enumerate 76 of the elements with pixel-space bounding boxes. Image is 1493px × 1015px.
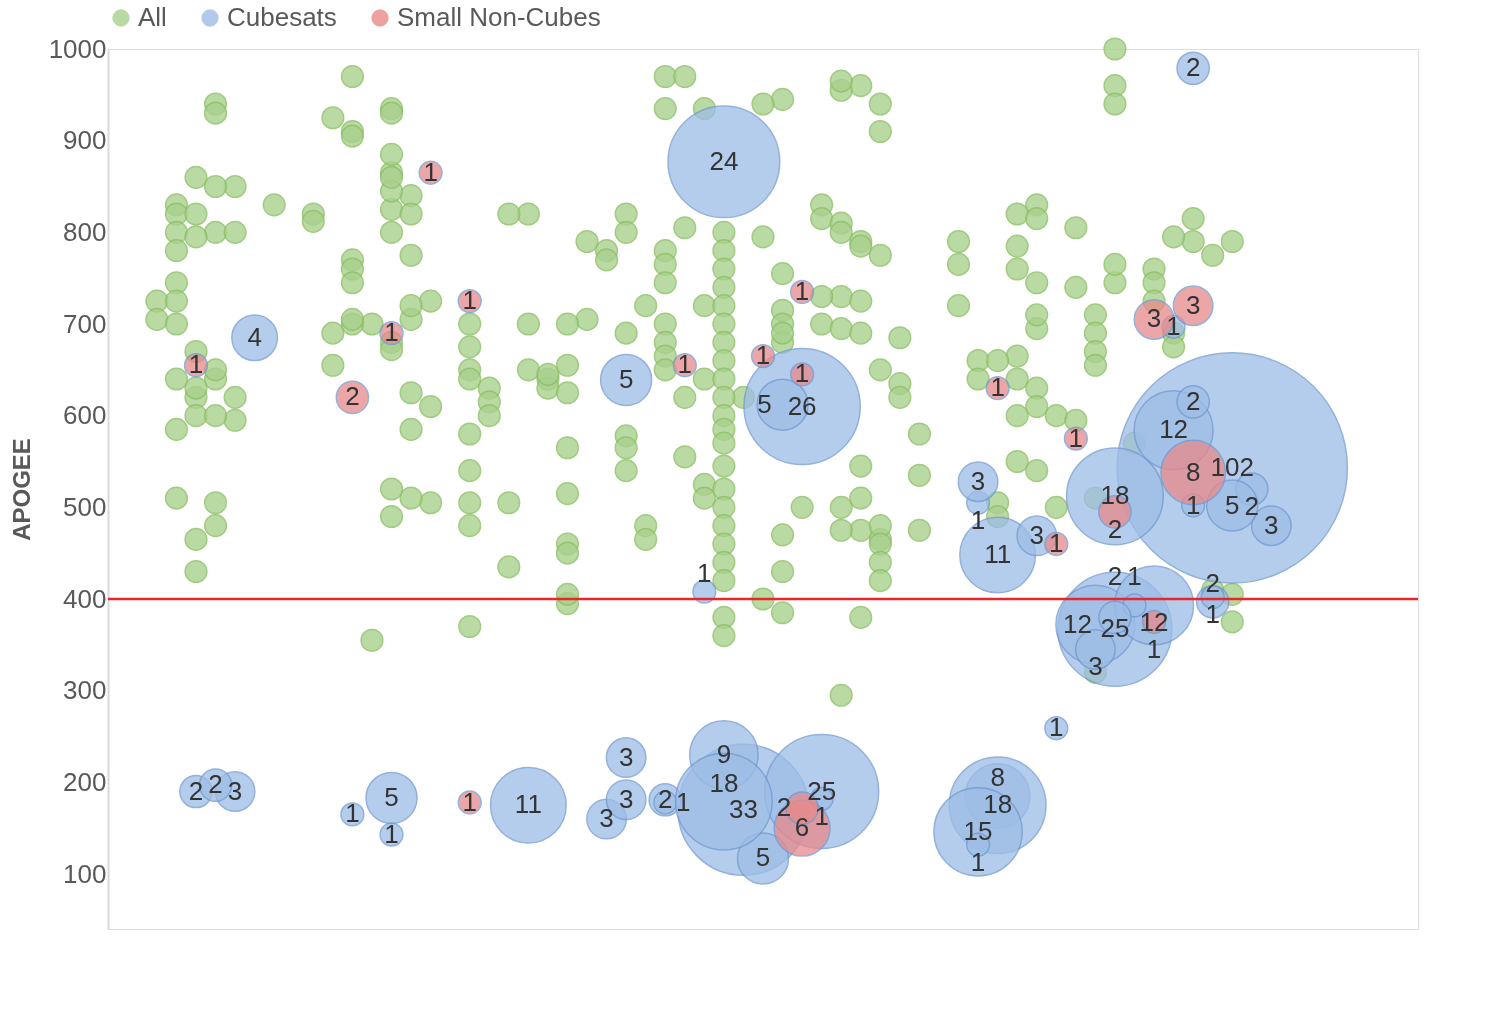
data-label: 3 xyxy=(970,465,986,496)
data-label: 1 xyxy=(794,358,810,389)
data-label: 3 xyxy=(618,741,634,772)
data-label: 8 xyxy=(1185,456,1201,487)
y-tick-label: 1000 xyxy=(48,33,107,64)
data-label: 1 xyxy=(1049,528,1064,558)
data-label: 1 xyxy=(1166,310,1181,341)
y-tick-label: 500 xyxy=(63,491,107,522)
data-label: 2 xyxy=(1244,491,1260,521)
data-label: 1 xyxy=(970,504,986,535)
data-label: 1 xyxy=(677,349,693,380)
y-tick-label: 700 xyxy=(63,308,107,339)
y-tick-label: 200 xyxy=(63,766,107,797)
data-label: 5 xyxy=(1225,489,1240,520)
data-label: 1 xyxy=(676,786,691,817)
data-label: 5 xyxy=(384,781,399,812)
data-label: 1 xyxy=(1185,489,1201,520)
data-label: 5 xyxy=(755,842,771,873)
y-tick-label: 600 xyxy=(63,400,107,431)
data-label: 1 xyxy=(462,285,477,316)
data-label: 1 xyxy=(1205,599,1220,630)
data-label: 6 xyxy=(794,812,810,843)
data-label: 2 xyxy=(1185,52,1201,83)
data-label: 5 xyxy=(757,388,772,419)
data-label: 18 xyxy=(1100,480,1130,511)
data-label: 2 xyxy=(188,775,204,806)
data-label: 3 xyxy=(599,803,614,833)
data-label: 2 xyxy=(776,792,792,822)
data-label: 1 xyxy=(345,798,360,829)
data-label: 3 xyxy=(1264,509,1279,540)
data-label: 26 xyxy=(787,390,817,421)
legend-label: Small Non-Cubes xyxy=(397,2,601,32)
data-label: 1 xyxy=(462,786,477,817)
data-label: 1 xyxy=(970,846,986,877)
data-label: 3 xyxy=(1185,289,1201,320)
data-label: 1 xyxy=(384,317,399,348)
data-label: 2 xyxy=(208,769,223,800)
data-label: 12 xyxy=(1159,414,1189,445)
data-label: 1 xyxy=(697,557,712,588)
data-label: 1 xyxy=(188,349,204,380)
data-label: 1 xyxy=(794,275,810,306)
data-label: 1 xyxy=(1049,712,1064,743)
data-label: 11 xyxy=(984,539,1012,569)
data-label: 12 xyxy=(1062,608,1092,639)
data-label: 102 xyxy=(1210,451,1254,482)
data-label: 1 xyxy=(990,372,1005,403)
y-tick-label: 100 xyxy=(63,858,107,889)
data-label: 1 xyxy=(423,156,438,187)
y-tick-label: 400 xyxy=(63,583,107,614)
data-label: 2 xyxy=(1107,513,1123,544)
data-label: 25 xyxy=(1100,613,1130,644)
data-label: 5 xyxy=(618,363,634,394)
data-label: 4 xyxy=(247,321,262,352)
data-label: 3 xyxy=(1029,519,1044,550)
legend-label: All xyxy=(138,2,167,32)
data-label: 2 xyxy=(345,381,360,412)
data-label: 1 xyxy=(1068,422,1084,453)
data-label: 9 xyxy=(716,738,732,769)
data-label: 1 xyxy=(755,340,771,371)
data-label: 2 xyxy=(1205,567,1220,598)
y-tick-label: 900 xyxy=(63,125,107,156)
data-label: 1 xyxy=(1127,561,1142,592)
y-tick-label: 300 xyxy=(63,675,107,706)
data-label: 11 xyxy=(514,789,542,820)
data-label: 2 xyxy=(1107,561,1123,592)
y-tick-label: 800 xyxy=(63,216,107,247)
data-label: 3 xyxy=(618,783,634,814)
data-label: 2 xyxy=(1185,385,1201,416)
data-label: 3 xyxy=(227,775,243,806)
data-label: 1 xyxy=(384,818,399,849)
y-axis-title: APOGEE xyxy=(7,438,35,541)
data-label: 3 xyxy=(1088,651,1103,682)
data-label: 24 xyxy=(709,145,739,176)
legend-label: Cubesats xyxy=(227,2,337,32)
data-label: 3 xyxy=(1146,303,1162,334)
data-label: 2 xyxy=(658,783,673,814)
